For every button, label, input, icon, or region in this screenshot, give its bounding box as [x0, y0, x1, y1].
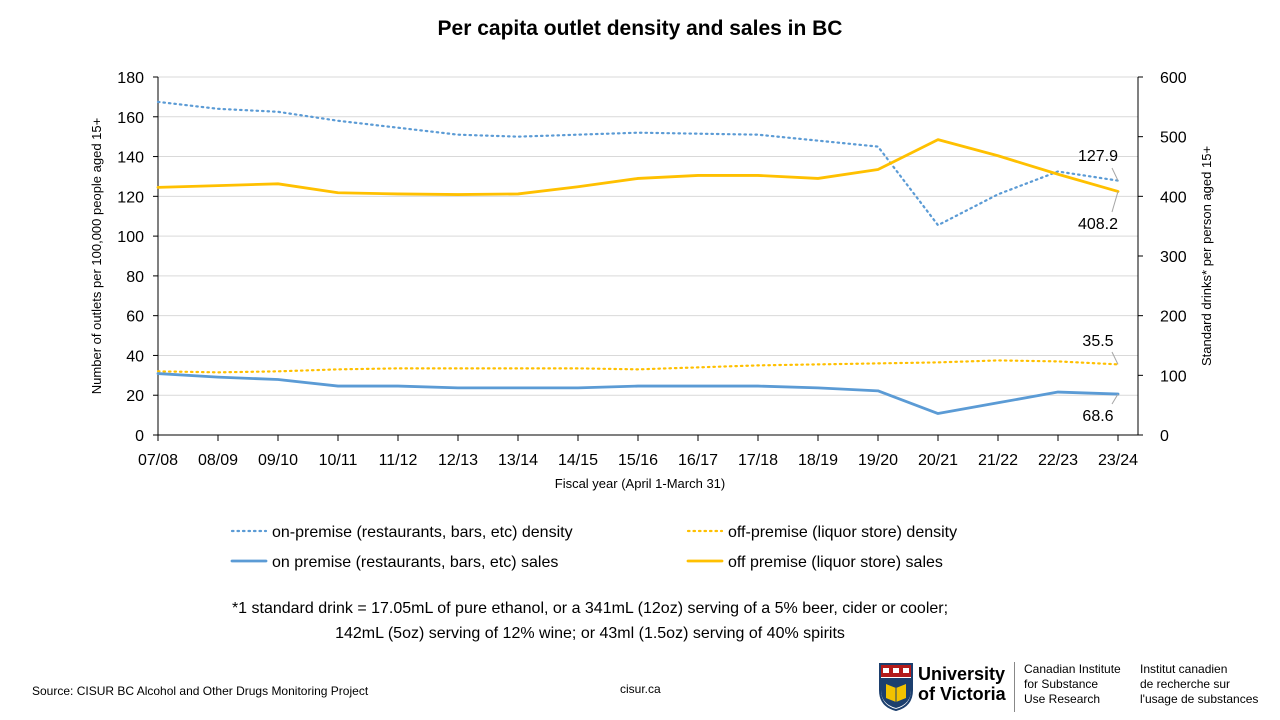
logo-divider — [1014, 662, 1015, 712]
x-tick-label: 19/20 — [858, 452, 898, 469]
legend-label-3: on premise (restaurants, bars, etc) sale… — [272, 554, 558, 571]
x-tick-label: 20/21 — [918, 452, 958, 469]
x-tick-label: 09/10 — [258, 452, 298, 469]
source-note: Source: CISUR BC Alcohol and Other Drugs… — [32, 684, 369, 698]
cisur-fr-line-2: de recherche sur — [1140, 677, 1231, 691]
x-tick-label: 12/13 — [438, 452, 478, 469]
uvic-cisur-logo: University of Victoria Canadian Institut… — [876, 660, 1276, 716]
x-tick-label: 11/12 — [379, 452, 418, 469]
series-line-3 — [156, 372, 1120, 415]
y-right-tick-label: 200 — [1160, 309, 1187, 326]
legend-label-4: off premise (liquor store) sales — [728, 554, 943, 571]
x-tick-label: 13/14 — [498, 452, 538, 469]
x-tick-label: 10/11 — [319, 452, 358, 469]
y-right-tick-label: 300 — [1160, 249, 1187, 266]
x-tick-label: 15/16 — [618, 452, 658, 469]
data-label: 127.9 — [1078, 148, 1118, 165]
x-tick-label: 21/22 — [978, 452, 1018, 469]
y-right-tick-label: 100 — [1160, 368, 1187, 385]
x-tick-label: 08/09 — [198, 452, 238, 469]
university-line-1: University — [918, 664, 1006, 684]
grid — [158, 76, 1138, 396]
y-right-tick-label: 600 — [1160, 70, 1187, 87]
y-left-tick-label: 20 — [126, 388, 144, 405]
y-right-axis-title: Standard drinks* per person aged 15+ — [1199, 146, 1214, 366]
series-line-4 — [156, 138, 1120, 196]
legend-label-2: off-premise (liquor store) density — [728, 524, 957, 541]
x-axis-title: Fiscal year (April 1-March 31) — [555, 476, 726, 491]
y-right-tick-label: 500 — [1160, 130, 1187, 147]
y-left-tick-label: 180 — [117, 70, 144, 87]
data-label: 408.2 — [1078, 216, 1118, 233]
y-left-tick-label: 140 — [117, 150, 144, 167]
x-tick-label: 22/23 — [1038, 452, 1078, 469]
legend: on-premise (restaurants, bars, etc) dens… — [230, 524, 957, 571]
y-left-tick-label: 40 — [126, 348, 144, 365]
university-name: University of Victoria — [918, 664, 1006, 704]
legend-label-1: on-premise (restaurants, bars, etc) dens… — [272, 524, 573, 541]
data-label: 68.6 — [1082, 408, 1113, 425]
chart-title: Per capita outlet density and sales in B… — [438, 17, 843, 40]
chart: Per capita outlet density and sales in B… — [89, 17, 1214, 571]
data-label-leader — [1111, 167, 1119, 181]
cisur-en-line-3: Use Research — [1024, 692, 1101, 706]
y-left-tick-label: 80 — [126, 269, 144, 286]
x-tick-label: 07/08 — [138, 452, 178, 469]
x-tick-label: 17/18 — [738, 452, 778, 469]
y-left-tick-label: 60 — [126, 309, 144, 326]
x-tick-label: 16/17 — [678, 452, 718, 469]
cisur-fr-line-3: l'usage de substances — [1140, 692, 1259, 706]
x-tick-label: 14/15 — [558, 452, 598, 469]
x-tick-label: 18/19 — [798, 452, 838, 469]
y-right-tick-label: 0 — [1160, 428, 1169, 445]
y-right-tick-label: 400 — [1160, 189, 1187, 206]
cisur-en-line-1: Canadian Institute — [1024, 662, 1121, 676]
cisur-name-en: Canadian Institute for Substance Use Res… — [1024, 662, 1121, 707]
series-line-2 — [156, 359, 1120, 374]
y-left-tick-label: 100 — [117, 229, 144, 246]
footnote-line-1: *1 standard drink = 17.05mL of pure etha… — [231, 600, 949, 617]
data-label-leader — [1111, 191, 1119, 213]
site-url: cisur.ca — [620, 682, 661, 696]
data-labels: 127.9 408.2 35.5 68.6 — [1078, 148, 1119, 425]
university-line-2: of Victoria — [918, 684, 1006, 704]
data-label-leader — [1111, 351, 1119, 365]
y-left-tick-label: 120 — [117, 189, 144, 206]
y-left-tick-label: 0 — [135, 428, 144, 445]
y-left-tick-label: 160 — [117, 110, 144, 127]
axes: 0 20 40 60 80 100 120 140 160 180 0 100 200 300 400 500… — [89, 70, 1214, 491]
cisur-fr-line-1: Institut canadien — [1140, 662, 1228, 676]
uvic-crest-icon — [879, 663, 913, 712]
x-tick-label: 23/24 — [1098, 452, 1138, 469]
series-layer — [156, 100, 1120, 415]
data-label-leader — [1111, 393, 1119, 405]
cisur-name-fr: Institut canadien de recherche sur l'usa… — [1140, 662, 1258, 707]
data-label: 35.5 — [1082, 333, 1113, 350]
footnote-line-2: 142mL (5oz) serving of 12% wine; or 43ml… — [335, 625, 845, 642]
y-left-axis-title: Number of outlets per 100,000 people age… — [89, 118, 104, 394]
cisur-en-line-2: for Substance — [1024, 677, 1099, 691]
series-line-1 — [156, 100, 1120, 227]
